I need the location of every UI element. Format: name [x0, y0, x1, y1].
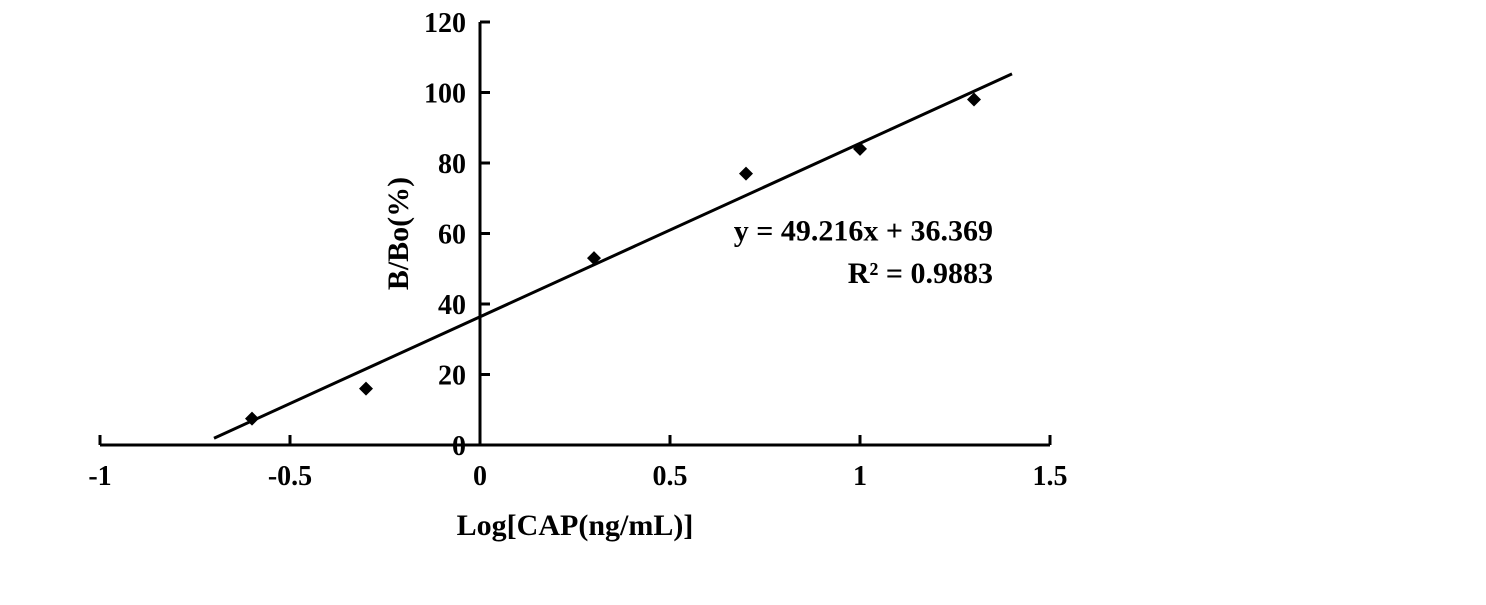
chart-background	[0, 0, 1486, 605]
scatter-chart-svg: -1 -0.5 0 0.5 1 1.5 0 20 40 60 80 100 120 y = 49.216x…	[0, 0, 1486, 605]
x-tick-label: 0.5	[653, 461, 688, 492]
y-tick-label: 100	[424, 79, 466, 110]
x-tick-label: 0	[473, 461, 487, 492]
y-tick-label: 80	[438, 149, 466, 180]
y-tick-label: 120	[424, 8, 466, 39]
y-axis-label: B/Bo(%)	[382, 177, 415, 290]
y-tick-label: 40	[438, 290, 466, 321]
x-tick-label: -1	[88, 461, 111, 492]
y-tick-label: 60	[438, 220, 466, 251]
equation-line-1: y = 49.216x + 36.369	[734, 215, 993, 248]
equation-line-2: R² = 0.9883	[848, 257, 993, 290]
y-tick-label: 0	[452, 431, 466, 462]
x-tick-label: 1	[853, 461, 867, 492]
x-axis-label: Log[CAP(ng/mL)]	[457, 509, 694, 542]
x-tick-label: -0.5	[268, 461, 312, 492]
chart-root: -1 -0.5 0 0.5 1 1.5 0 20 40 60 80 100 120 y = 49.216x…	[0, 0, 1486, 605]
x-tick-label: 1.5	[1033, 461, 1068, 492]
y-tick-label: 20	[438, 361, 466, 392]
